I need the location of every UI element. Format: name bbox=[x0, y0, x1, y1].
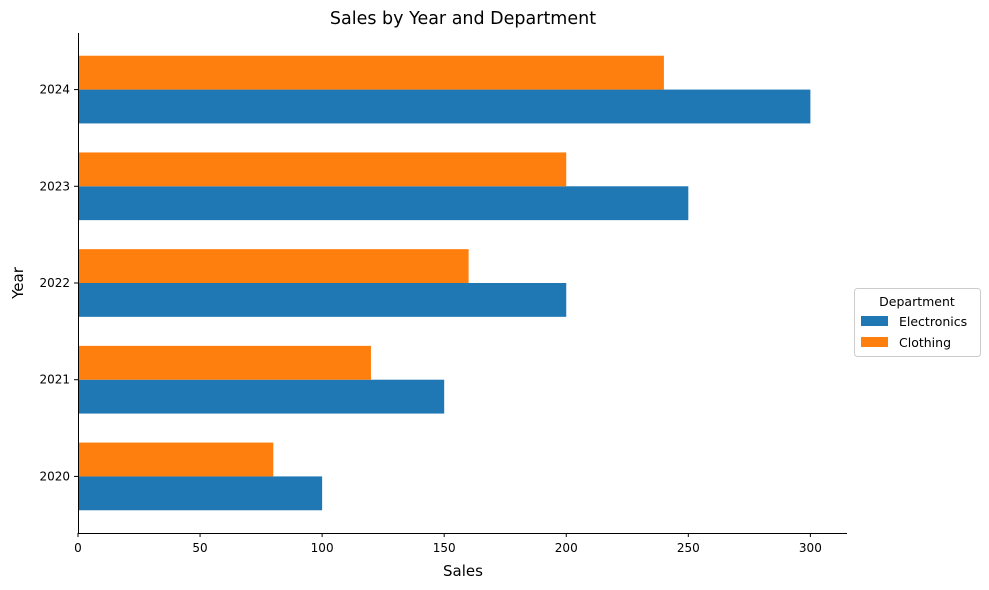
chart-title: Sales by Year and Department bbox=[330, 9, 596, 29]
x-axis-ticks: 0 50 100 150 200 250 300 bbox=[74, 533, 822, 555]
y-axis-title: Year bbox=[9, 266, 27, 300]
bar-clothing-2022 bbox=[78, 249, 469, 283]
y-tick-label: 2023 bbox=[39, 179, 70, 193]
bar-clothing-2021 bbox=[78, 345, 371, 380]
bar-electronics-2022 bbox=[78, 283, 567, 317]
legend-items: Electronics Clothing bbox=[861, 314, 967, 350]
x-tick-label: 250 bbox=[677, 541, 700, 555]
bar-electronics-2023 bbox=[78, 186, 689, 221]
legend-swatch-clothing bbox=[861, 337, 888, 347]
y-tick-label: 2022 bbox=[39, 276, 70, 290]
bar-electronics-2021 bbox=[78, 379, 445, 414]
bar-electronics-2020 bbox=[78, 476, 323, 511]
x-tick-label: 150 bbox=[433, 541, 456, 555]
x-axis-title: Sales bbox=[443, 562, 483, 580]
y-tick-label: 2020 bbox=[39, 469, 70, 483]
bars-group bbox=[78, 55, 811, 511]
bar-clothing-2024 bbox=[78, 55, 664, 90]
x-tick-label: 200 bbox=[555, 541, 578, 555]
bar-electronics-2024 bbox=[78, 89, 811, 124]
x-tick-label: 50 bbox=[192, 541, 207, 555]
y-axis-ticks: 2020 2021 2022 2023 2024 bbox=[39, 83, 78, 483]
bar-clothing-2023 bbox=[78, 152, 567, 187]
y-tick-label: 2024 bbox=[39, 83, 70, 97]
x-tick-label: 100 bbox=[311, 541, 334, 555]
legend-label-clothing: Clothing bbox=[899, 335, 951, 350]
bar-clothing-2020 bbox=[78, 442, 274, 477]
y-tick-label: 2021 bbox=[39, 373, 70, 387]
legend-title: Department bbox=[879, 294, 955, 309]
x-tick-label: 0 bbox=[74, 541, 82, 555]
legend: Department Electronics Clothing bbox=[854, 288, 981, 357]
legend-swatch-electronics bbox=[861, 316, 888, 326]
legend-label-electronics: Electronics bbox=[899, 314, 967, 329]
x-tick-label: 300 bbox=[799, 541, 822, 555]
